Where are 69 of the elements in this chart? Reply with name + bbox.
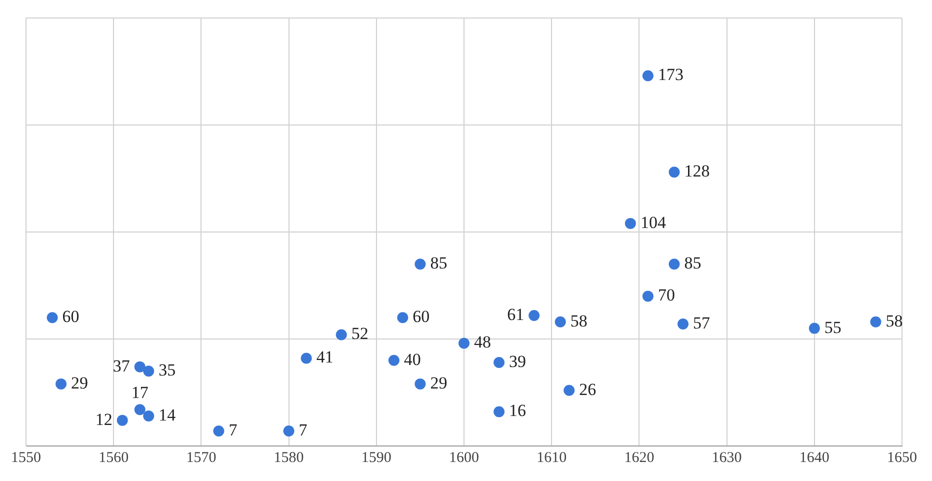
- x-tick-label: 1560: [98, 450, 129, 466]
- data-label: 16: [509, 401, 526, 420]
- data-label: 70: [658, 286, 675, 305]
- point: [56, 378, 67, 390]
- point: [134, 404, 146, 416]
- data-label: 39: [509, 352, 526, 372]
- data-label: 7: [298, 420, 308, 440]
- x-tick-label: 1630: [712, 450, 742, 466]
- data-label: 14: [158, 406, 176, 425]
- x-tick-label: 1620: [624, 450, 654, 466]
- data-label: 173: [658, 65, 684, 84]
- data-label: 60: [62, 307, 80, 326]
- data-label: 12: [95, 410, 112, 429]
- data-label: 29: [71, 373, 88, 392]
- data-label: 41: [316, 348, 334, 367]
- point: [336, 329, 347, 340]
- x-tick-label: 1570: [186, 450, 216, 466]
- point: [213, 426, 224, 437]
- point: [528, 310, 540, 321]
- point: [494, 357, 505, 368]
- point: [134, 361, 146, 372]
- point: [870, 316, 882, 328]
- point: [494, 406, 505, 418]
- point: [564, 384, 575, 396]
- data-label: 26: [579, 380, 596, 399]
- data-label: 85: [684, 254, 702, 273]
- data-label: 35: [158, 360, 176, 380]
- point: [414, 258, 426, 270]
- data-label: 85: [430, 254, 448, 273]
- data-label: 57: [693, 313, 710, 332]
- x-tick-label: 1610: [536, 450, 567, 466]
- x-tick-label: 1650: [887, 450, 917, 466]
- data-label: 29: [430, 373, 448, 392]
- x-tick-label: 1600: [449, 450, 479, 466]
- point: [554, 316, 566, 328]
- data-label: 58: [886, 311, 903, 330]
- x-tick-label: 1550: [11, 450, 41, 466]
- point: [397, 312, 408, 324]
- data-label: 55: [824, 318, 842, 337]
- x-tick-label: 1640: [799, 450, 830, 466]
- point: [116, 414, 128, 426]
- x-tick-label: 1590: [361, 450, 392, 466]
- point: [642, 290, 654, 302]
- data-label: 104: [640, 212, 666, 232]
- point: [458, 338, 470, 349]
- data-label: 48: [474, 332, 491, 352]
- point: [808, 322, 820, 334]
- data-label: 58: [570, 311, 588, 330]
- point: [143, 410, 154, 422]
- data-label: 52: [351, 324, 368, 344]
- data-label: 17: [131, 383, 149, 402]
- point: [388, 354, 400, 366]
- point: [143, 366, 154, 377]
- point: [668, 166, 680, 178]
- data-label: 128: [684, 162, 710, 181]
- data-label: 61: [507, 304, 524, 324]
- data-label: 40: [404, 350, 421, 369]
- point: [678, 318, 688, 330]
- x-tick-label: 1580: [274, 450, 304, 466]
- point: [642, 70, 654, 82]
- point: [300, 352, 312, 364]
- point: [624, 218, 636, 229]
- point: [46, 312, 58, 324]
- point: [283, 426, 294, 437]
- data-label: 60: [412, 307, 430, 326]
- point: [668, 258, 680, 270]
- point: [414, 378, 426, 390]
- data-label: 7: [228, 420, 238, 440]
- data-label: 37: [112, 356, 130, 376]
